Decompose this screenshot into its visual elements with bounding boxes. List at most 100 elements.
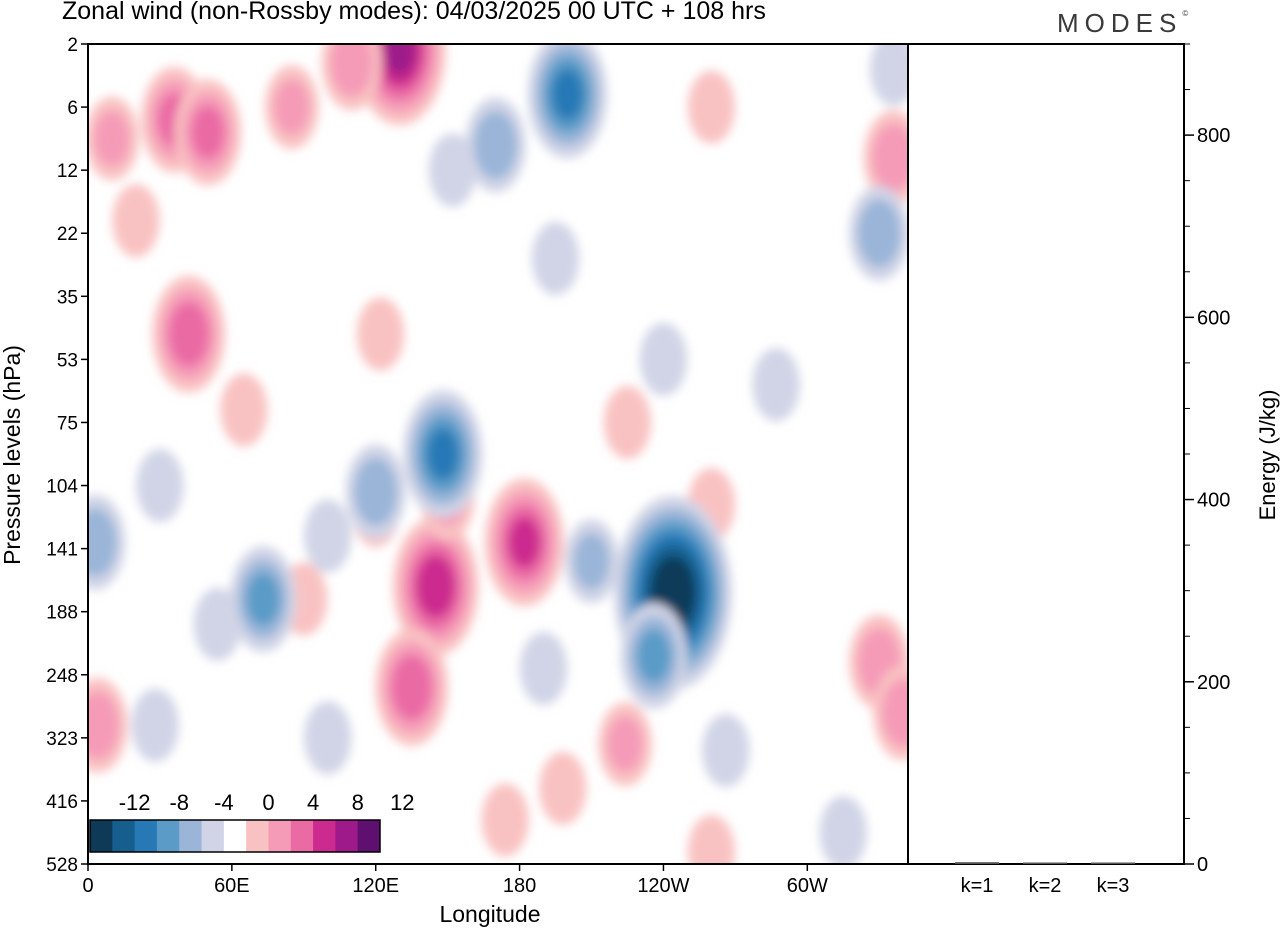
x-tick-label: 120E [352, 875, 399, 897]
wind-contour [304, 701, 352, 775]
wind-feature [539, 751, 587, 825]
colorbar-swatch [90, 820, 113, 852]
colorbar-swatch [313, 820, 336, 852]
wind-feature [465, 97, 526, 193]
wind-contour [872, 123, 908, 192]
wind-contour [857, 199, 901, 268]
wind-contour [603, 385, 652, 459]
wind-contour [881, 678, 908, 747]
wind-contour [573, 533, 610, 590]
colorbar-swatch [357, 820, 381, 852]
colorbar-label: 12 [390, 790, 414, 815]
wind-feature [112, 184, 160, 258]
wind-contour [870, 44, 908, 106]
wind-contour [384, 44, 416, 76]
wind-feature [345, 444, 406, 540]
wind-contour [330, 44, 374, 97]
wind-contour [481, 783, 529, 857]
wind-feature [88, 677, 128, 773]
energy-bar [955, 862, 999, 864]
wind-contour [112, 184, 160, 258]
y-tick-label: 248 [46, 666, 78, 687]
wind-contour [637, 629, 671, 683]
wind-contour [819, 795, 867, 864]
y-tick-label: 12 [57, 161, 78, 182]
zonal-wind-contours [88, 44, 908, 864]
energy-tick-label: 200 [1197, 672, 1230, 694]
wind-feature [304, 499, 352, 573]
energy-tick-label: 600 [1197, 307, 1230, 329]
wind-feature [193, 587, 242, 661]
wind-feature [531, 221, 580, 295]
wind-contour [519, 631, 568, 705]
wind-contour [607, 716, 643, 773]
colorbar-swatch [156, 820, 180, 852]
wind-contour [639, 322, 688, 396]
colorbar-swatch [246, 820, 269, 852]
logo-text: MODES [1057, 8, 1183, 38]
wind-feature [321, 44, 382, 111]
wind-contour [752, 348, 800, 422]
y-tick-label: 22 [57, 224, 78, 245]
wind-feature [375, 628, 449, 746]
wind-contour [551, 68, 584, 121]
x-tick-label: 180 [503, 875, 536, 897]
wind-feature [527, 44, 608, 159]
wind-feature [687, 814, 735, 864]
energy-panel-frame [907, 43, 1185, 865]
wind-feature [873, 665, 908, 761]
x-tick-label: 0 [82, 875, 93, 897]
wind-feature [220, 373, 268, 447]
wind-contour [168, 301, 209, 367]
y-tick-label: 323 [46, 729, 78, 750]
energy-category-label: k=3 [1097, 875, 1130, 897]
wind-contour [391, 654, 432, 720]
x-tick-label: 120W [637, 875, 689, 897]
wind-feature [304, 701, 352, 775]
wind-contour [427, 428, 459, 480]
wind-contour [88, 508, 117, 577]
y-tick-label: 6 [67, 98, 78, 119]
energy-bar [1091, 862, 1135, 864]
wind-feature [356, 297, 405, 371]
colorbar-swatch [201, 820, 225, 852]
colorbar-frame [89, 819, 381, 853]
wind-feature [392, 516, 479, 656]
wind-feature [598, 702, 652, 787]
wind-feature [687, 70, 735, 144]
colorbar-label: 8 [352, 790, 364, 815]
wind-feature [819, 795, 867, 864]
wind-contour [356, 297, 405, 371]
y-tick-label: 528 [46, 855, 78, 876]
wind-contour [539, 751, 587, 825]
wind-contour [246, 572, 280, 626]
chart-title: Zonal wind (non-Rossby modes): 04/03/202… [62, 0, 766, 25]
y-tick-label: 416 [46, 792, 78, 813]
wind-contour [220, 373, 268, 447]
wind-feature [620, 602, 688, 709]
logo-copyright-mark: © [1182, 9, 1189, 19]
wind-contour [428, 133, 477, 207]
wind-feature [152, 275, 226, 393]
wind-feature [863, 110, 908, 206]
energy-category-label: k=2 [1029, 875, 1062, 897]
wind-feature [131, 688, 179, 762]
y-tick-label: 2 [67, 35, 78, 56]
wind-feature [229, 546, 297, 653]
colorbar-label: -4 [214, 790, 234, 815]
x-tick-label: 60W [787, 875, 828, 897]
wind-feature [603, 385, 652, 459]
colorbar-label: 0 [262, 790, 274, 815]
y-tick-label: 104 [46, 477, 78, 498]
wind-contour [131, 688, 179, 762]
energy-tick-label: 0 [1197, 854, 1208, 876]
wind-contour [702, 713, 750, 787]
wind-feature [519, 631, 568, 705]
wind-contour [474, 110, 518, 179]
colorbar-label: -12 [119, 790, 151, 815]
y-axis-label: Pressure levels (hPa) [0, 345, 25, 565]
modes-logo: MODES© [1057, 8, 1188, 39]
energy-axis-label: Energy (J/kg) [1255, 390, 1280, 521]
